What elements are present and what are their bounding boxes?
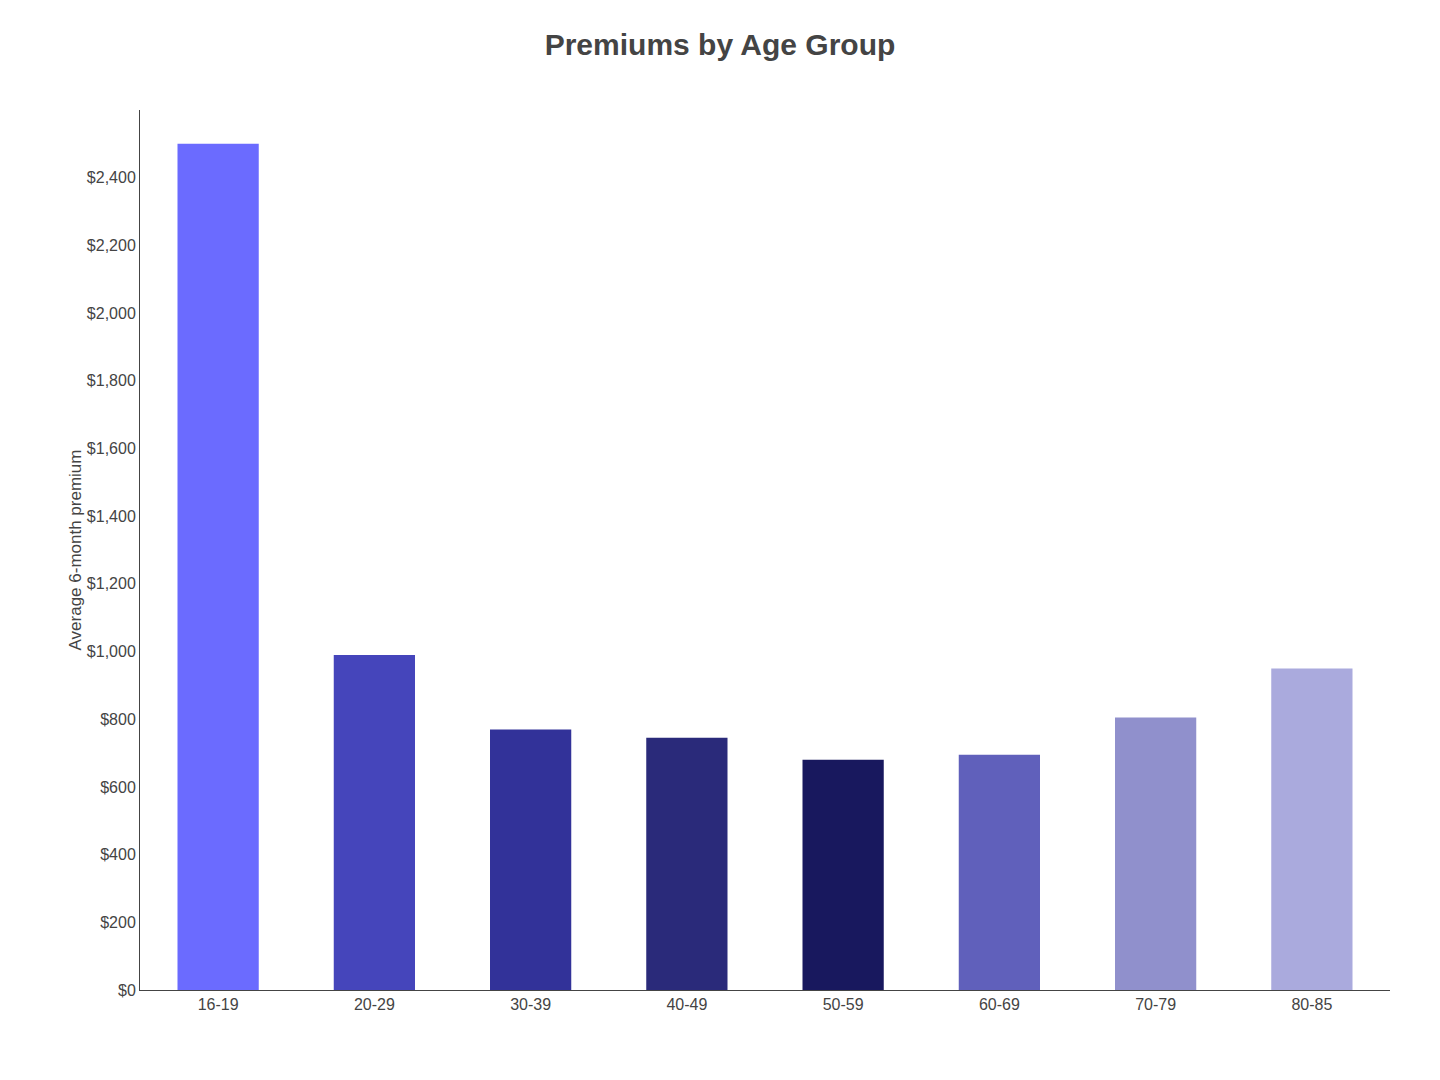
svg-text:$0: $0 [118,982,136,999]
svg-text:50-59: 50-59 [823,996,864,1013]
svg-text:$2,200: $2,200 [87,237,136,254]
svg-text:$600: $600 [100,779,136,796]
svg-text:80-85: 80-85 [1291,996,1332,1013]
svg-text:$1,600: $1,600 [87,440,136,457]
svg-text:$2,000: $2,000 [87,305,136,322]
svg-text:30-39: 30-39 [510,996,551,1013]
svg-text:60-69: 60-69 [979,996,1020,1013]
svg-text:$2,400: $2,400 [87,169,136,186]
svg-text:70-79: 70-79 [1135,996,1176,1013]
svg-text:20-29: 20-29 [354,996,395,1013]
svg-text:$400: $400 [100,846,136,863]
svg-text:$1,000: $1,000 [87,643,136,660]
svg-text:$800: $800 [100,711,136,728]
svg-text:Average 6-month premium: Average 6-month premium [66,450,85,651]
svg-text:40-49: 40-49 [666,996,707,1013]
svg-text:Premiums by Age Group: Premiums by Age Group [545,28,896,61]
svg-text:$200: $200 [100,914,136,931]
svg-text:$1,800: $1,800 [87,372,136,389]
svg-text:16-19: 16-19 [198,996,239,1013]
svg-text:$1,200: $1,200 [87,575,136,592]
svg-text:$1,400: $1,400 [87,508,136,525]
